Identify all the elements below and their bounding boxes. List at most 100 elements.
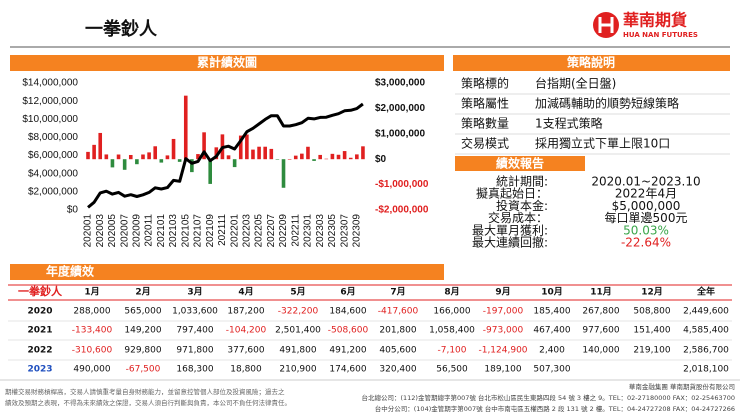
bar <box>92 144 96 160</box>
y2-tick-label: $3,000,000 <box>375 78 425 89</box>
table-header: 1月 <box>84 287 99 298</box>
bar <box>306 146 310 160</box>
bar <box>208 159 212 184</box>
y-tick-label: $0 <box>67 205 79 216</box>
table-cell: -508,600 <box>328 326 369 336</box>
bar <box>141 154 145 160</box>
table-cell: 18,800 <box>230 365 262 375</box>
bar <box>324 158 329 160</box>
section-bar <box>10 264 444 280</box>
table-cell: 166,000 <box>433 307 470 317</box>
x-tick-label: 202203 <box>242 214 253 248</box>
table-year: 2020 <box>27 307 52 317</box>
x-tick-label: 202111 <box>217 214 228 246</box>
table-header: 11月 <box>590 287 612 298</box>
x-tick-label: 202003 <box>95 214 106 248</box>
table-cell: -417,600 <box>378 307 419 317</box>
section-title: 累計績效圖 <box>197 55 257 70</box>
bar <box>312 159 316 161</box>
section-bar <box>453 55 730 71</box>
y2-tick-label: -$1,000,000 <box>375 179 429 190</box>
bar <box>342 151 347 160</box>
table-year: 2022 <box>27 346 52 356</box>
x-tick-label: 202305 <box>327 214 338 248</box>
table-header: 7月 <box>390 287 405 298</box>
y-tick-label: $8,000,000 <box>28 132 78 143</box>
table-cell: 210,900 <box>279 365 316 375</box>
bar <box>275 159 280 160</box>
table-header: 全年 <box>696 286 715 298</box>
y-tick-label: $12,000,000 <box>22 96 78 107</box>
table-cell: -7,100 <box>437 346 466 356</box>
table-cell: -310,600 <box>72 346 113 356</box>
bar <box>226 155 231 160</box>
x-tick-label: 202201 <box>229 214 240 248</box>
bar <box>257 146 261 160</box>
report-label: 最大單月獲利: <box>472 223 548 237</box>
table-cell: 2,400 <box>539 346 565 356</box>
x-tick-label: 202007 <box>119 214 130 248</box>
report-value: $5,000,000 <box>612 199 681 213</box>
report-label: 交易成本： <box>488 210 548 225</box>
table-header: 5月 <box>290 287 305 298</box>
x-tick-label: 202211 <box>290 214 301 247</box>
table-cell: 377,600 <box>227 346 264 356</box>
table-cell: -973,000 <box>483 326 524 336</box>
table-cell: 168,300 <box>176 365 213 375</box>
table-header: 6月 <box>340 287 355 298</box>
table-cell: 184,600 <box>329 307 366 317</box>
x-tick-label: 202309 <box>351 214 362 248</box>
section-title: 績效報告 <box>496 156 544 171</box>
strategy-label: 策略屬性 <box>461 96 509 111</box>
table-year: 2023 <box>27 365 52 375</box>
bar <box>110 159 115 168</box>
y-tick-label: $4,000,000 <box>28 168 78 179</box>
bar <box>183 95 188 160</box>
x-tick-label: 202109 <box>205 214 216 248</box>
x-tick-label: 202005 <box>107 214 118 248</box>
bar <box>122 159 127 170</box>
bar <box>128 154 133 160</box>
x-tick-label: 202205 <box>254 214 265 248</box>
table-cell: 971,800 <box>176 346 213 356</box>
bar <box>202 132 206 160</box>
x-tick-label: 202301 <box>303 214 314 248</box>
table-header: 4月 <box>238 287 253 298</box>
table-cell: 2,586,700 <box>683 346 729 356</box>
table-cell: -322,200 <box>278 307 319 317</box>
bar <box>361 146 365 160</box>
section-title: 策略說明 <box>567 55 615 70</box>
table-cell: 507,300 <box>533 365 570 375</box>
bar <box>281 159 286 188</box>
bar <box>318 154 322 160</box>
table-cell: 56,500 <box>436 365 468 375</box>
x-tick-label: 202011 <box>144 214 155 247</box>
strategy-label: 策略數量 <box>461 116 509 131</box>
report-value: 50.03% <box>623 223 669 237</box>
table-cell: 201,800 <box>379 326 416 336</box>
table-header: 10月 <box>541 287 563 298</box>
x-tick-label: 202107 <box>193 214 204 248</box>
table-cell: 490,000 <box>73 365 110 375</box>
bar <box>263 146 267 160</box>
table-cell: 508,800 <box>633 307 670 317</box>
company-info: 台北總公司：(112)金管期總字第007號 台北市松山區民生東路四段 54 號 … <box>361 393 735 402</box>
table-cell: -133,400 <box>72 326 113 336</box>
table-cell: -197,000 <box>483 307 524 317</box>
table-cell: -67,500 <box>126 365 161 375</box>
table-cell: 2,449,600 <box>683 307 729 317</box>
table-header: 12月 <box>641 287 663 298</box>
x-tick-label: 202103 <box>168 214 179 248</box>
logo-mark <box>598 17 614 33</box>
table-cell: 491,800 <box>279 346 316 356</box>
y2-tick-label: $1,000,000 <box>375 128 425 139</box>
line <box>87 102 364 209</box>
table-cell: 491,200 <box>329 346 366 356</box>
table-cell: 4,585,400 <box>683 326 729 336</box>
x-tick-label: 202001 <box>83 214 94 248</box>
bar <box>153 146 158 160</box>
table-cell: 467,400 <box>533 326 570 336</box>
table-cell: 189,100 <box>484 365 521 375</box>
y2-tick-label: $0 <box>375 154 387 165</box>
table-cell: 929,800 <box>124 346 161 356</box>
